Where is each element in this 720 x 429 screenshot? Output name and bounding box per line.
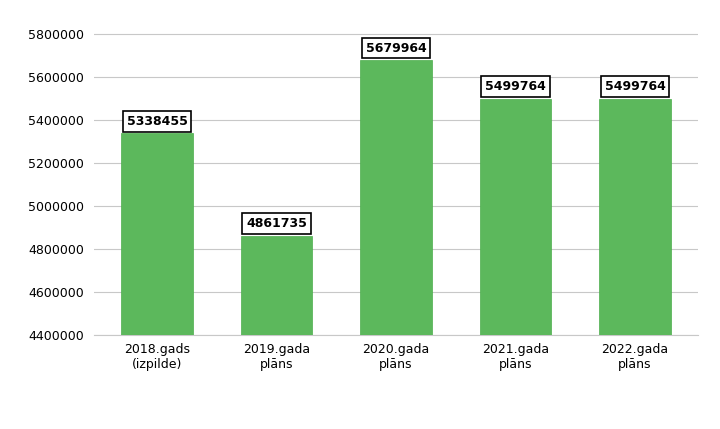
Legend: valsts pamatfunkciju īstenošana: valsts pamatfunkciju īstenošana — [279, 428, 513, 429]
Bar — [121, 133, 193, 429]
Bar — [599, 99, 671, 429]
Text: 5499764: 5499764 — [605, 80, 665, 93]
Text: 5499764: 5499764 — [485, 80, 546, 93]
Text: 5338455: 5338455 — [127, 115, 187, 128]
Bar — [480, 99, 552, 429]
Bar — [360, 60, 432, 429]
Text: 5679964: 5679964 — [366, 42, 426, 54]
Text: 4861735: 4861735 — [246, 217, 307, 230]
Bar — [240, 236, 312, 429]
